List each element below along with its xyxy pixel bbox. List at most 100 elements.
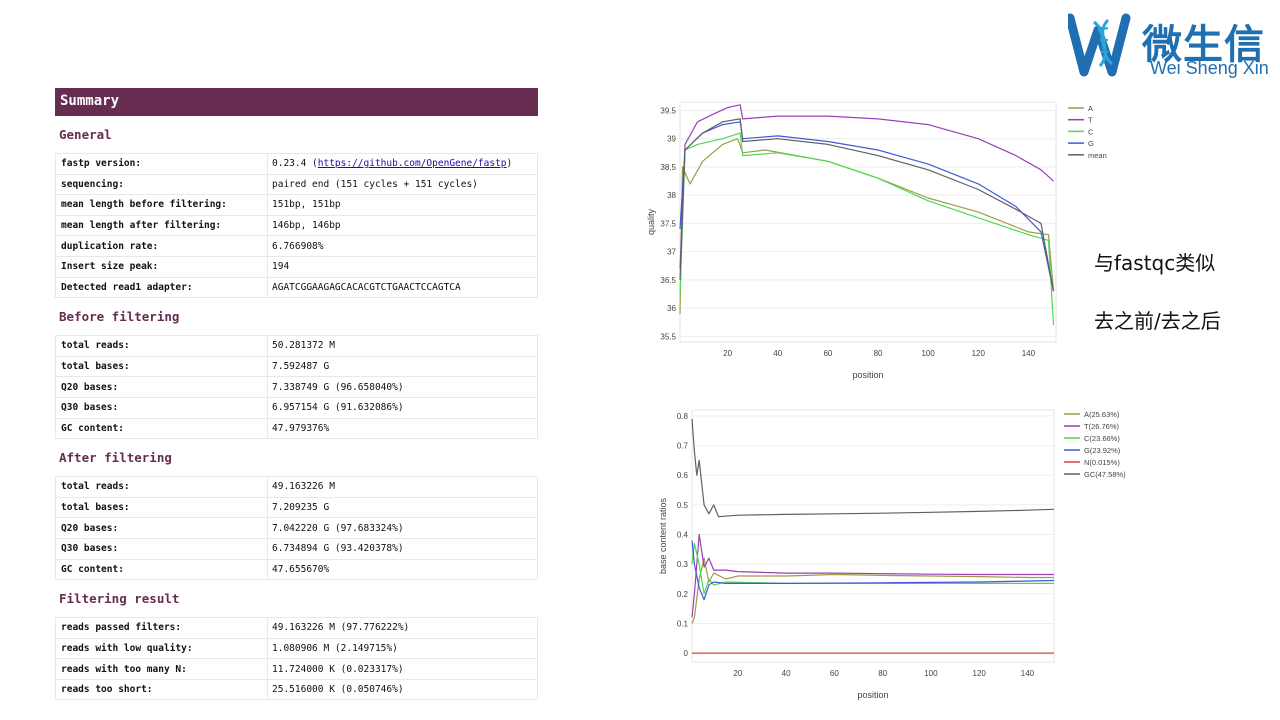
x-tick-label: 20 — [733, 669, 742, 678]
y-tick-label: 38 — [667, 191, 676, 200]
legend-label: A — [1088, 104, 1093, 113]
legend-label: T(26.76%) — [1084, 422, 1120, 431]
row-value: 151bp, 151bp — [267, 194, 538, 216]
legend-label: N(0.015%) — [1084, 458, 1120, 467]
row-label: total reads: — [55, 476, 268, 498]
row-value: 7.042220 G (97.683324%) — [267, 517, 538, 539]
legend-label: G — [1088, 139, 1094, 148]
plot-area — [679, 101, 1057, 343]
row-label: duplication rate: — [55, 235, 268, 257]
row-label: Detected read1 adapter: — [55, 276, 268, 299]
quality-chart-svg: 35.5 36 36.5 37 37.5 38 38.5 39 39.5 20 40 60 80 100 1… — [646, 101, 1107, 380]
summary-report: Summary General fastp version: 0.23.4 (htt… — [55, 88, 538, 701]
row-value: 7.592487 G — [267, 355, 538, 378]
row-value: 0.23.4 (https://github.com/OpenGene/fast… — [267, 153, 538, 175]
legend-label: mean — [1088, 151, 1107, 160]
y-tick-label: 0 — [684, 649, 689, 658]
table-row: GC content: 47.655670% — [55, 558, 538, 581]
row-value: 6.734894 G (93.420378%) — [267, 537, 538, 560]
x-tick-label: 80 — [878, 669, 887, 678]
series-line-5 — [691, 418, 1055, 518]
x-tick-label: 40 — [782, 669, 791, 678]
table-row: reads with too many N: 11.724000 K (0.023… — [55, 658, 538, 680]
y-tick-label: 0.2 — [677, 590, 689, 599]
y-tick-label: 39.5 — [660, 106, 676, 115]
fastp-github-link[interactable]: https://github.com/OpenGene/fastp — [317, 158, 507, 170]
row-label: reads with too many N: — [55, 658, 268, 680]
row-label: Q20 bases: — [55, 376, 268, 398]
row-value: 50.281372 M — [267, 335, 538, 357]
table-row: total reads: 49.163226 M — [55, 476, 538, 498]
row-label: mean length after filtering: — [55, 214, 268, 237]
row-value: 11.724000 K (0.023317%) — [267, 658, 538, 680]
y-tick-label: 38.5 — [660, 163, 676, 172]
table-row: total reads: 50.281372 M — [55, 335, 538, 357]
table-row: Insert size peak: 194 — [55, 255, 538, 278]
row-value: AGATCGGAAGAGCACACGTCTGAACTCCAGTCA — [267, 276, 538, 299]
y-tick-label: 39 — [667, 135, 676, 144]
series-line-3 — [691, 540, 1055, 601]
row-value: 6.766908% — [267, 235, 538, 257]
row-value: 6.957154 G (91.632086%) — [267, 396, 538, 419]
series-line-2 — [679, 132, 1055, 326]
x-tick-label: 140 — [1022, 349, 1036, 358]
x-axis-title: position — [852, 370, 883, 380]
row-value: 7.209235 G — [267, 496, 538, 519]
row-value: paired end (151 cycles + 151 cycles) — [267, 173, 538, 196]
table-row: reads with low quality: 1.080906 M (2.149… — [55, 637, 538, 660]
series-line-1 — [691, 533, 1054, 618]
x-tick-label: 100 — [921, 349, 935, 358]
row-label: reads passed filters: — [55, 617, 268, 639]
legend-label: T — [1088, 116, 1093, 125]
row-label: Q20 bases: — [55, 517, 268, 539]
row-value: 47.655670% — [267, 558, 538, 581]
base-content-chart: 0 0.1 0.2 0.3 0.4 0.5 0.6 0.7 0.8 20 40 60 80 100 120 1… — [640, 402, 1140, 708]
row-label: total reads: — [55, 335, 268, 357]
x-tick-label: 100 — [924, 669, 938, 678]
table-row: reads too short: 25.516000 K (0.050746%) — [55, 678, 538, 701]
row-value: 47.979376% — [267, 417, 538, 440]
row-label: total bases: — [55, 496, 268, 519]
logo-english-name: Wei Sheng Xin — [1150, 58, 1269, 78]
series-line-2 — [691, 542, 1054, 595]
section-title: Before filtering — [59, 309, 180, 325]
note-similar-to-fastqc: 与fastqc类似 — [1094, 251, 1216, 275]
y-axis-title: quality — [646, 208, 656, 235]
y-tick-label: 0.7 — [677, 442, 689, 451]
row-value: 49.163226 M — [267, 476, 538, 498]
row-value: 194 — [267, 255, 538, 278]
legend-label: C — [1088, 127, 1094, 136]
x-tick-label: 60 — [830, 669, 839, 678]
table-row: mean length after filtering: 146bp, 146bp — [55, 214, 538, 237]
base-content-chart-svg: 0 0.1 0.2 0.3 0.4 0.5 0.6 0.7 0.8 20 40 60 80 100 120 1… — [658, 409, 1126, 700]
x-tick-label: 20 — [723, 349, 732, 358]
section-title: After filtering — [59, 450, 172, 466]
row-label: reads too short: — [55, 678, 268, 701]
row-label: Insert size peak: — [55, 255, 268, 278]
series-line-4 — [679, 118, 1055, 292]
table-row: sequencing: paired end (151 cycles + 151 … — [55, 173, 538, 196]
x-tick-label: 80 — [874, 349, 883, 358]
x-tick-label: 120 — [972, 349, 986, 358]
x-tick-label: 40 — [773, 349, 782, 358]
y-tick-label: 37 — [667, 248, 676, 257]
row-value: 146bp, 146bp — [267, 214, 538, 237]
table-row: mean length before filtering: 151bp, 151b… — [55, 194, 538, 216]
closing-paren: ) — [506, 158, 513, 170]
section-table: reads passed filters: 49.163226 M (97.776… — [55, 617, 538, 701]
row-label: reads with low quality: — [55, 637, 268, 660]
row-label: total bases: — [55, 355, 268, 378]
y-tick-label: 35.5 — [660, 332, 676, 341]
table-row: Q30 bases: 6.957154 G (91.632086%) — [55, 396, 538, 419]
y-axis-title: base content ratios — [658, 497, 668, 574]
report-header: Summary — [55, 88, 538, 116]
row-label: sequencing: — [55, 173, 268, 196]
legend-label: A(25.63%) — [1084, 410, 1120, 419]
row-label: mean length before filtering: — [55, 194, 268, 216]
table-row: Detected read1 adapter: AGATCGGAAGAGCACAC… — [55, 276, 538, 299]
table-row: fastp version: 0.23.4 (https://github.com… — [55, 153, 538, 175]
series-line-0 — [679, 138, 1055, 314]
row-label: GC content: — [55, 417, 268, 440]
